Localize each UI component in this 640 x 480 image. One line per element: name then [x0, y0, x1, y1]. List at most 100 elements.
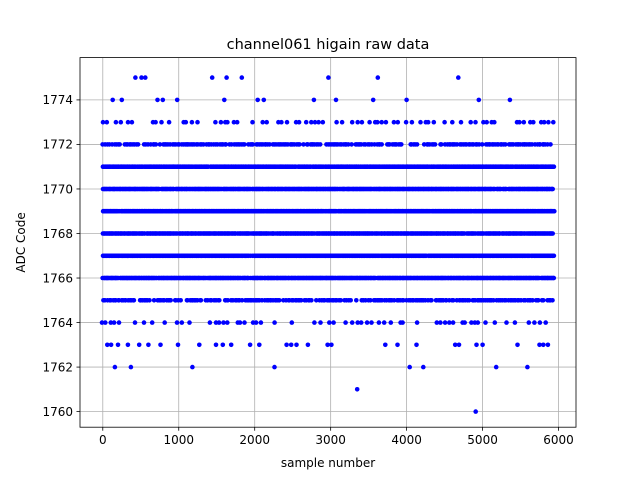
data-point	[104, 119, 110, 125]
data-point	[224, 75, 229, 80]
y-tick-label: 1768	[42, 227, 73, 241]
data-point	[198, 298, 204, 303]
data-point	[432, 142, 438, 147]
data-point	[309, 298, 314, 303]
data-point	[320, 119, 326, 125]
grid-lines	[80, 57, 576, 428]
data-point	[239, 298, 245, 303]
data-point	[146, 342, 151, 348]
data-point	[195, 119, 200, 125]
data-point	[158, 342, 163, 348]
data-point	[143, 75, 148, 80]
data-point	[349, 119, 355, 125]
data-point	[474, 342, 479, 348]
data-point	[492, 119, 497, 125]
data-point	[253, 320, 259, 325]
data-point	[284, 342, 289, 348]
data-point	[438, 320, 443, 325]
data-point	[551, 119, 556, 125]
data-point	[541, 298, 546, 303]
data-point	[111, 320, 117, 325]
data-point	[333, 97, 339, 103]
data-point	[550, 231, 555, 236]
data-point	[217, 298, 222, 303]
data-point	[375, 119, 380, 125]
data-point	[354, 387, 360, 392]
data-point	[434, 320, 440, 325]
data-point	[189, 119, 195, 125]
data-point	[216, 320, 222, 325]
data-point	[105, 342, 110, 348]
data-point	[369, 320, 374, 325]
data-point	[327, 320, 332, 325]
data-point	[395, 119, 401, 125]
data-point	[197, 342, 202, 348]
data-point	[317, 142, 323, 147]
data-point	[507, 97, 513, 103]
data-point	[479, 142, 485, 147]
data-point	[481, 119, 486, 125]
data-point	[157, 142, 163, 147]
data-point	[99, 320, 105, 325]
data-point	[316, 119, 321, 125]
data-point	[515, 342, 520, 348]
data-point	[391, 119, 397, 125]
data-point	[225, 320, 230, 325]
data-point	[376, 320, 382, 325]
data-point	[458, 119, 464, 125]
data-point	[162, 320, 167, 325]
data-point	[112, 364, 118, 370]
y-tick-label: 1770	[42, 182, 73, 196]
data-point	[284, 119, 290, 125]
data-point	[550, 298, 555, 303]
data-point	[475, 320, 481, 325]
data-point	[429, 298, 434, 303]
x-tick-label: 4000	[391, 433, 422, 447]
data-point	[128, 364, 134, 370]
data-point	[359, 119, 365, 125]
data-point	[512, 320, 518, 325]
data-point	[450, 320, 456, 325]
data-point	[504, 320, 509, 325]
data-point	[136, 342, 142, 348]
data-point	[492, 320, 498, 325]
data-point	[289, 320, 295, 325]
data-point	[383, 119, 389, 125]
axis-ticks: 0 1000 2000 3000 4000 5000 6000 1760 1762 1764 176…	[42, 93, 573, 447]
data-point	[525, 364, 530, 370]
data-point	[267, 142, 272, 147]
data-points	[99, 75, 557, 414]
x-tick-label: 3000	[315, 433, 346, 447]
data-point	[183, 119, 189, 125]
data-point	[100, 119, 106, 125]
data-point	[207, 320, 213, 325]
data-point	[258, 320, 264, 325]
data-point	[388, 320, 394, 325]
data-point	[153, 142, 159, 147]
data-point	[404, 97, 409, 103]
data-point	[242, 320, 247, 325]
data-point	[149, 320, 155, 325]
data-point	[343, 320, 348, 325]
data-point	[466, 298, 472, 303]
data-point	[242, 142, 247, 147]
x-axis-label: sample number	[281, 456, 375, 470]
data-point	[125, 119, 131, 125]
data-point	[543, 320, 548, 325]
data-point	[473, 409, 479, 414]
data-point	[250, 142, 256, 147]
data-point	[418, 119, 423, 125]
data-point	[537, 342, 542, 348]
data-point	[225, 298, 231, 303]
data-point	[272, 320, 277, 325]
data-point	[431, 119, 437, 125]
data-point	[117, 142, 122, 147]
data-point	[250, 119, 255, 125]
data-point	[468, 119, 474, 125]
data-point	[110, 97, 115, 103]
data-point	[442, 119, 447, 125]
data-point	[312, 119, 318, 125]
data-point	[537, 320, 543, 325]
data-point	[414, 142, 420, 147]
x-tick-label: 5000	[467, 433, 498, 447]
